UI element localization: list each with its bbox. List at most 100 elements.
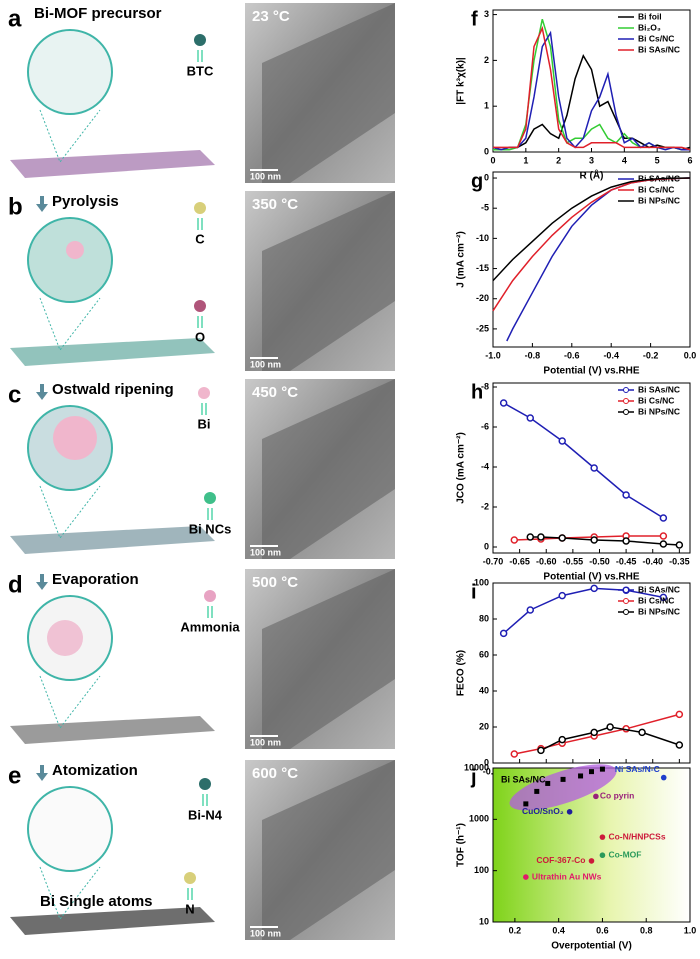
legend-label: N [185,901,194,916]
nanotube [262,379,395,559]
point [593,793,599,800]
point [545,780,551,786]
x-tick-label: 0.0 [684,350,697,360]
panel-letter: h [471,381,483,403]
y-tick-label: 10000 [464,762,489,772]
y-tick-label: 0 [484,757,489,767]
series-line [492,54,691,151]
legend-label: Bi Cs/NC [638,184,674,194]
legend-label: Bi NPs/NC [638,195,680,205]
point [510,750,519,758]
y-tick-label: 1000 [469,814,489,824]
legend-label: BTC [187,63,214,78]
legend-equals [187,888,193,900]
zoom-cone [39,109,101,164]
point [589,769,594,775]
panel-letter: j [470,766,477,788]
zoom-circle [27,786,113,872]
point-label: Co-N/HNPCSs [608,831,665,841]
legend-icon [198,387,210,399]
nanotube [262,569,395,749]
point-label: CuO/SnO₂ [522,806,564,816]
x-tick-label: 1.0 [684,925,697,935]
x-tick-label: -0.40 [642,556,663,566]
y-tick-label: -25 [476,323,489,333]
legend-equals [197,218,203,230]
y-tick-label: -4 [481,461,489,471]
nanotube [262,191,395,371]
series-label: Bi SAs/NC [501,774,546,784]
panel-letter: i [471,581,477,603]
temperature: 500 °C [252,574,298,591]
legend-label: Bi Cs/NC [638,395,674,405]
step-title: Evaporation [52,571,139,588]
plot-frame [492,171,691,348]
step-arrow [36,384,48,400]
y-tick-label: 0 [484,541,489,551]
x-tick-label: -0.60 [536,556,557,566]
point [526,606,535,614]
point [558,534,566,542]
point [622,537,630,545]
legend-icon [194,300,206,312]
legend-label: Bi Single atoms [40,893,153,910]
point-label: Co-MOF [608,849,641,859]
fiber [10,338,215,366]
x-tick-label: -0.45 [616,556,637,566]
y-tick-label: -2 [481,501,489,511]
temperature: 350 °C [252,196,298,213]
x-axis-title: Overpotential (V) [551,941,632,952]
y-axis-title: |FT k³χ(k)| [456,57,467,105]
legend-equals [202,794,208,806]
scale-bar-label: 100 nm [250,928,281,938]
point [660,774,667,781]
x-tick-label: 0.4 [552,925,565,935]
point [590,728,598,737]
legend-icon [204,590,216,602]
y-tick-label: 0 [484,146,489,156]
x-tick-label: -0.6 [564,350,580,360]
point [599,834,606,840]
x-tick-label: 0.8 [640,925,653,935]
nanotube [262,3,395,183]
x-tick-label: 0.2 [509,925,522,935]
y-tick-label: 3 [484,9,489,19]
point [566,809,573,815]
x-tick-label: -0.8 [525,350,541,360]
point [659,532,668,540]
legend-label: Bi Cs/NC [638,595,674,605]
legend-label: Bi foil [638,11,662,21]
legend-label: Bi-N4 [188,807,223,822]
panel-letter: c [8,381,21,408]
y-tick-label: 80 [479,613,489,623]
point [558,735,566,744]
point [588,858,595,864]
plot-frame [492,582,691,764]
x-tick-label: 5 [655,155,660,165]
zoom-cone [39,485,101,540]
point [558,591,566,600]
y-axis-title: TOF (h⁻¹) [456,823,467,867]
y-tick-label: 10 [479,916,489,926]
point [578,773,584,779]
fiber [10,150,215,178]
step-title: Bi-MOF precursor [34,5,162,22]
y-tick-label: -10 [476,233,489,243]
legend-label: Ammonia [180,619,240,634]
fiber [10,716,215,744]
point [675,710,684,719]
point-label: Co pyrin [600,791,634,801]
x-tick-label: -0.70 [483,556,504,566]
y-tick-label: 100 [474,577,489,587]
legend-equals [197,316,203,328]
highlight [509,764,617,811]
y-tick-label: 60 [479,649,489,659]
panel-letter: b [8,193,23,220]
scale-bar-label: 100 nm [250,547,281,557]
y-tick-label: 20 [479,721,489,731]
x-tick-label: -0.35 [669,556,690,566]
x-axis-title: R (Å) [580,169,604,182]
series-line [540,726,680,752]
point [622,491,630,499]
x-tick-label: -0.55 [563,556,584,566]
